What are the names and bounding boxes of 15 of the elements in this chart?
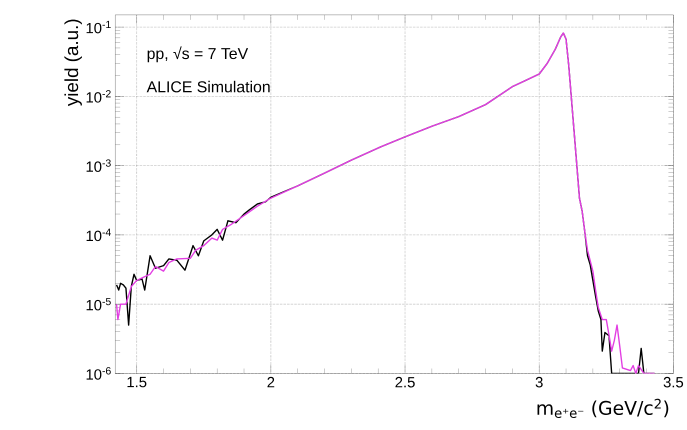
annotation: ALICE Simulation: [146, 80, 270, 92]
y-tick-label: 10$^{-5}$: [86, 298, 111, 310]
x-tick-label: 2: [267, 376, 274, 388]
y-tick-label: 10$^{-4}$: [86, 228, 111, 242]
x-axis-title: m$_{e⁺e⁻}$ (GeV/c$^{2}$): [538, 398, 668, 418]
x-tick-label: 3: [536, 376, 543, 388]
y-axis-title: yield (a.u.): [64, 20, 82, 106]
annotation: pp, √s = 7 TeV: [148, 46, 248, 62]
y-tick-label: 10$^{-2}$: [86, 90, 111, 103]
x-tick-label: 1.5: [128, 376, 146, 388]
x-tick-label: 2.5: [395, 376, 415, 388]
y-tick-label: 10$^{-1}$: [86, 20, 111, 34]
y-tick-label: 10$^{-6}$: [86, 367, 111, 380]
y-tick-label: 10$^{-3}$: [86, 159, 111, 172]
x-tick-label: 3.5: [664, 376, 684, 388]
